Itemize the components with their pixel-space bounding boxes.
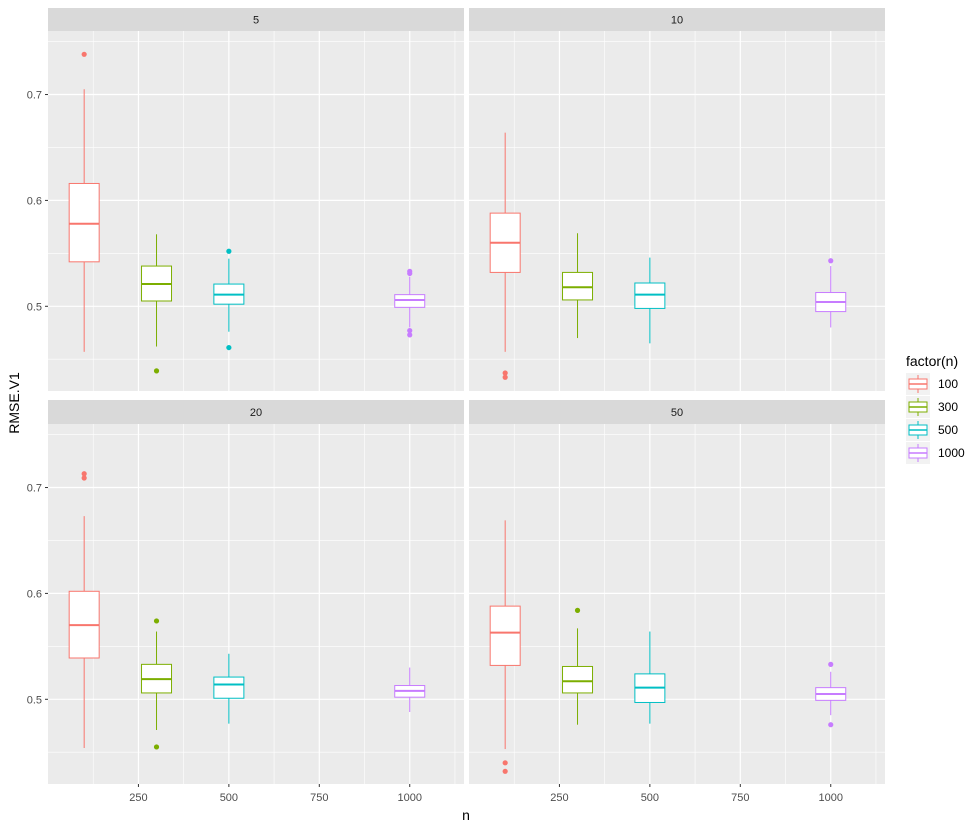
x-tick-label: 250 [550,792,568,804]
facet-strip-label: 5 [253,15,259,27]
facet-strip-label: 20 [250,407,262,419]
x-tick-label: 750 [310,792,328,804]
y-tick-label: 0.6 [27,588,42,600]
legend-label: 1000 [938,446,965,460]
y-tick-label: 0.7 [27,90,42,102]
outlier-point [407,270,413,277]
y-tick-label: 0.5 [27,694,42,706]
facet-strip [469,400,885,424]
y-tick-label: 0.5 [27,301,42,313]
box-iqr [489,605,521,666]
boxplot-100 [489,132,521,380]
y-tick-label: 0.7 [27,483,42,495]
legend: factor(n) 100 300 500 1000 [906,353,965,464]
boxplot-300 [141,618,173,750]
boxplot-300 [141,234,173,374]
axes-layer: n RMSE.V1 [6,372,470,823]
boxplot-500 [213,248,245,351]
boxplot-1000 [394,667,426,712]
outlier-point [81,471,87,477]
boxplot-500 [634,631,666,724]
panels-layer: 5 0.5 0.6 0.7 10 20 0.5 0.6 0.7 250 500 750 1000 50 25… [27,8,885,804]
panel-background [48,31,464,391]
box-iqr [562,271,594,301]
outlier-point [153,618,160,624]
outlier-point [407,328,413,334]
legend-key-500: 500 [906,419,958,441]
outlier-point [81,475,87,481]
y-tick-label: 0.6 [27,195,42,207]
facet-panel-10: 10 [469,8,885,391]
box-iqr [634,282,666,309]
outlier-point [574,607,581,613]
legend-key-1000: 1000 [906,442,965,464]
legend-title: factor(n) [906,353,958,369]
boxplot-1000 [815,661,847,728]
x-tick-label: 500 [641,792,659,804]
boxplot-500 [634,257,666,344]
boxplot-100 [68,51,100,352]
outlier-point [502,768,508,774]
outlier-point [226,344,232,351]
outlier-point [153,744,160,750]
panel-background [48,424,464,784]
panel-background [469,31,885,391]
facet-strip [48,8,464,31]
x-axis-title: n [462,807,470,823]
facet-panel-5: 5 0.5 0.6 0.7 [27,8,464,391]
x-tick-label: 250 [129,792,147,804]
outlier-point [828,722,834,728]
legend-key-300: 300 [906,396,958,418]
facet-strip-label: 10 [671,15,683,27]
legend-label: 500 [938,423,958,437]
boxplot-500 [213,653,245,724]
boxplot-300 [562,607,594,725]
x-tick-label: 1000 [818,792,842,804]
outlier-point [81,51,87,57]
boxplot-1000 [394,268,426,338]
boxplot-1000 [815,258,847,328]
x-tick-label: 1000 [397,792,421,804]
outlier-point [502,370,508,376]
legend-label: 100 [938,377,958,391]
outlier-point [226,248,232,254]
facet-panel-20: 20 0.5 0.6 0.7 250 500 750 1000 [27,400,464,804]
x-tick-label: 750 [731,792,749,804]
outlier-point [407,332,413,338]
facet-strip-label: 50 [671,407,683,419]
box-iqr [394,294,426,308]
legend-label: 300 [938,400,958,414]
boxplot-100 [68,471,100,748]
outlier-point [502,374,508,380]
x-tick-label: 500 [220,792,238,804]
y-axis-title: RMSE.V1 [6,372,22,434]
facet-panel-50: 50 250 500 750 1000 [469,400,885,804]
box-iqr [68,182,100,263]
outlier-point [828,258,834,264]
outlier-point [153,368,160,374]
facet-strip [469,8,885,31]
legend-key-100: 100 [906,373,958,395]
box-iqr [213,676,245,699]
box-iqr [562,665,594,694]
outlier-point [828,661,834,667]
facet-strip [48,400,464,424]
outlier-point [502,760,508,766]
boxplot-100 [489,520,521,774]
boxplot-300 [562,233,594,339]
panel-background [469,424,885,784]
